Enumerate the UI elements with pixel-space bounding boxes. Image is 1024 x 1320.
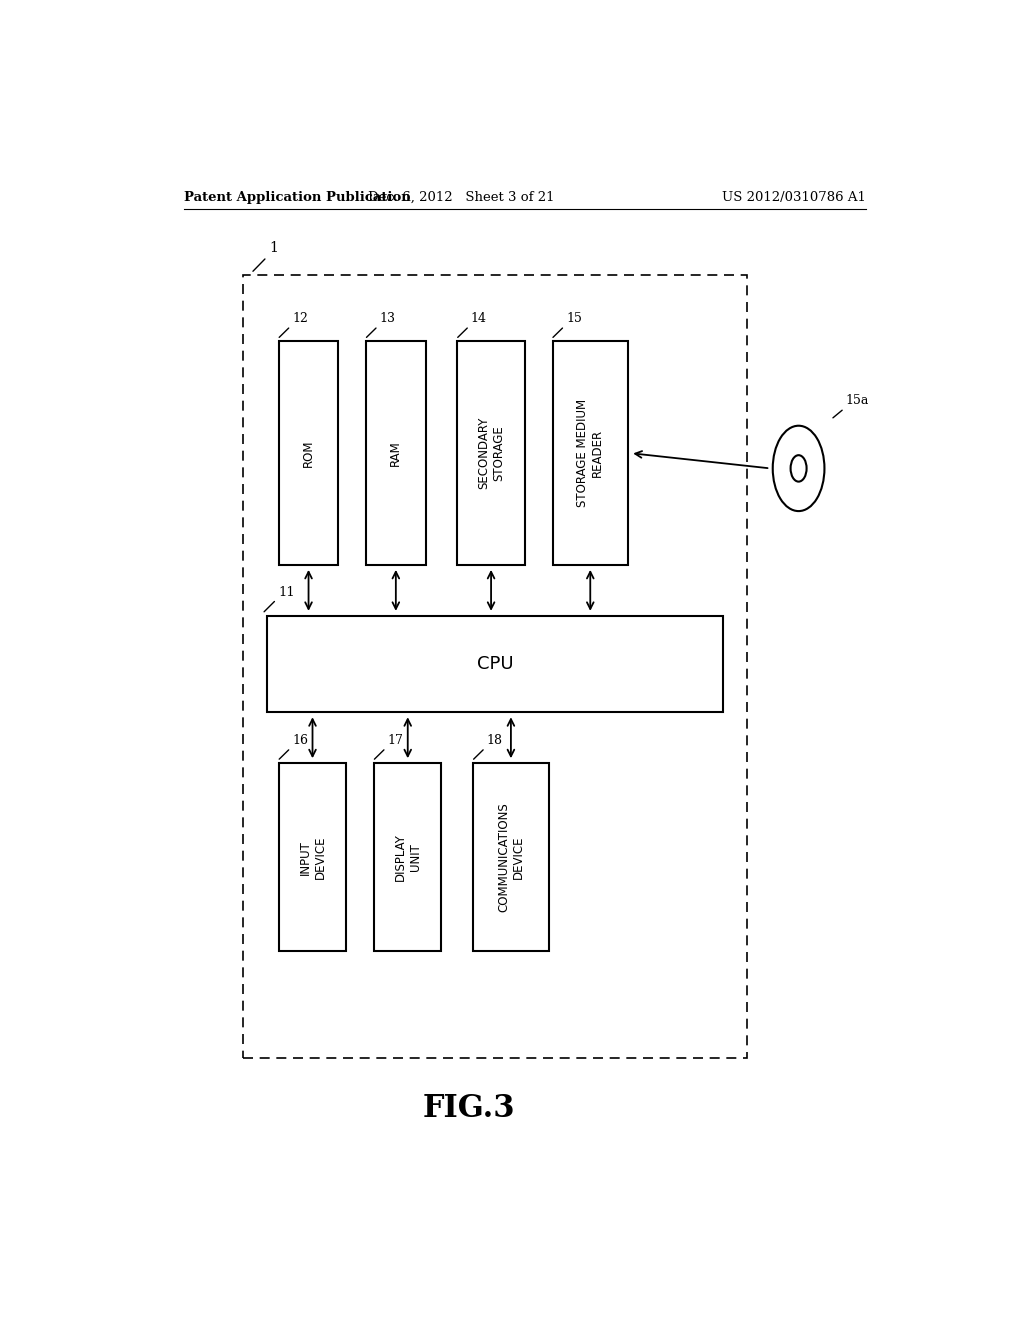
Text: SECONDARY
STORAGE: SECONDARY STORAGE	[477, 417, 505, 490]
Text: 16: 16	[292, 734, 308, 747]
Bar	[553, 342, 628, 565]
Bar	[473, 763, 549, 952]
Bar	[374, 763, 441, 952]
Bar	[367, 342, 426, 565]
Text: STORAGE MEDIUM
READER: STORAGE MEDIUM READER	[577, 399, 604, 507]
Text: 13: 13	[380, 312, 395, 325]
Bar	[279, 763, 346, 952]
Text: US 2012/0310786 A1: US 2012/0310786 A1	[722, 190, 866, 203]
Ellipse shape	[791, 455, 807, 482]
Text: FIG.3: FIG.3	[423, 1093, 515, 1125]
Text: ROM: ROM	[302, 440, 315, 467]
Text: 14: 14	[471, 312, 486, 325]
Text: DISPLAY
UNIT: DISPLAY UNIT	[394, 833, 422, 882]
Text: 15: 15	[566, 312, 582, 325]
Text: INPUT
DEVICE: INPUT DEVICE	[299, 836, 327, 879]
Bar	[243, 276, 748, 1057]
Text: 1: 1	[269, 242, 279, 255]
Bar	[279, 342, 338, 565]
Text: COMMUNICATIONS
DEVICE: COMMUNICATIONS DEVICE	[497, 803, 525, 912]
Ellipse shape	[773, 426, 824, 511]
Text: 12: 12	[292, 312, 308, 325]
Bar	[458, 342, 524, 565]
Bar	[267, 615, 723, 713]
Text: 15a: 15a	[846, 395, 869, 408]
Text: Dec. 6, 2012   Sheet 3 of 21: Dec. 6, 2012 Sheet 3 of 21	[368, 190, 555, 203]
Text: 18: 18	[486, 734, 503, 747]
Text: RAM: RAM	[389, 441, 402, 466]
Text: 17: 17	[387, 734, 403, 747]
Text: 11: 11	[279, 586, 296, 598]
Text: Patent Application Publication: Patent Application Publication	[183, 190, 411, 203]
Text: CPU: CPU	[477, 655, 513, 673]
